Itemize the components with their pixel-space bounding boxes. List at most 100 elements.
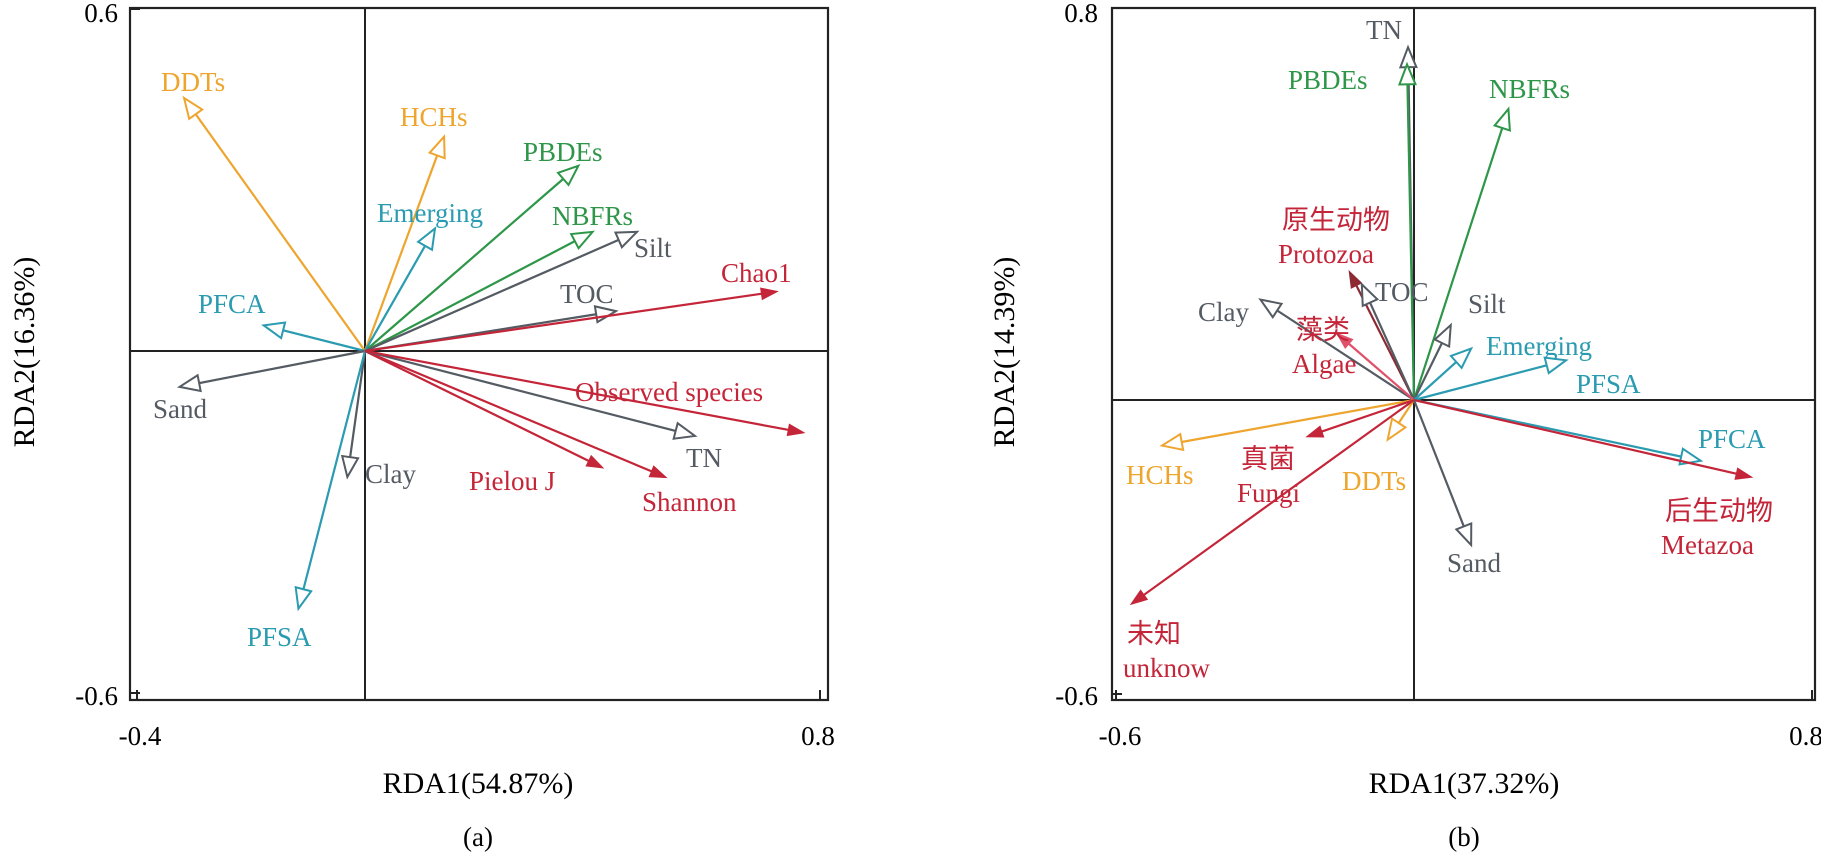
vector-line-pielou-j [364, 350, 590, 463]
vector-label: Metazoa [1661, 530, 1754, 560]
vector-label: TOC [560, 279, 614, 309]
vector-arrowhead [1449, 346, 1474, 370]
vector-label: Shannon [642, 487, 737, 517]
vector-line-silt [1413, 342, 1443, 401]
vector-line-pfsa [1413, 364, 1548, 402]
vector-arrowhead [569, 230, 595, 251]
panel-caption: (b) [1448, 822, 1479, 852]
vector-arrowhead [1129, 589, 1149, 606]
vector-label: TOC [1375, 277, 1429, 307]
vector-label: DDTs [1342, 466, 1406, 496]
vector-arrowhead [1159, 432, 1185, 452]
vector-arrowhead [672, 421, 698, 440]
vector-line-algae [1347, 342, 1415, 401]
panel-caption: (a) [463, 822, 493, 852]
vector-arrowhead [416, 226, 437, 252]
x-tick-label: 0.8 [1789, 721, 1821, 751]
vector-arrowhead [1492, 106, 1511, 132]
vector-arrowhead [1734, 467, 1754, 480]
vector-arrowhead [786, 423, 806, 437]
y-tick-label: -0.6 [75, 681, 118, 711]
x-tick-label: -0.4 [119, 721, 162, 751]
vector-line-clay [1276, 309, 1415, 401]
vector-label-zh: 后生动物 [1665, 496, 1773, 526]
vector-line-pbdes [364, 178, 564, 352]
vector-line-observed-species [364, 349, 789, 432]
vector-line-emerging [1413, 361, 1458, 401]
vector-label: Pielou J [469, 466, 555, 496]
vector-line-unknow [1142, 399, 1415, 597]
vector-line-pbdes [1406, 84, 1416, 401]
vector-label: DDTs [161, 67, 225, 97]
vector-line-pfca [282, 329, 366, 353]
vector-label: PFSA [247, 622, 312, 652]
vector-label: Algae [1292, 349, 1356, 379]
vector-arrowhead [1433, 322, 1452, 349]
vector-arrowhead [1305, 425, 1325, 438]
vector-label: Sand [1447, 548, 1502, 578]
vector-label: Fungi [1237, 478, 1300, 508]
vector-label: Emerging [1486, 331, 1592, 361]
vector-label-zh: 藻类 [1296, 315, 1350, 345]
vector-line-shannon [364, 349, 653, 473]
vector-line-sand [1412, 399, 1465, 527]
vector-line-chao1 [364, 292, 763, 353]
vector-arrowhead [1348, 269, 1363, 289]
vector-arrowhead [1258, 298, 1284, 319]
x-axis-label: RDA1(37.32%) [1369, 767, 1560, 800]
y-axis-label: RDA2(14.39%) [988, 257, 1021, 448]
vector-line-hchs [363, 155, 439, 352]
x-tick-label: 0.8 [801, 721, 835, 751]
vector-arrowhead [1454, 522, 1473, 548]
vector-label: PFSA [1576, 369, 1641, 399]
panel-b: 0.8 -0.6 -0.6 0.8 RDA1(37.32%) RDA2(14.3… [988, 0, 1821, 852]
vector-label-zh: 未知 [1127, 619, 1181, 649]
vector-arrowhead [1398, 61, 1417, 86]
vector-label: NBFRs [552, 201, 633, 231]
vector-label: Chao1 [721, 258, 792, 288]
vector-line-silt [364, 238, 620, 353]
panel-a: 0.6 -0.6 -0.4 0.8 RDA1(54.87%) RDA2(16.3… [8, 0, 835, 852]
vector-arrowhead [613, 230, 640, 249]
vector-line-fungi [1321, 398, 1415, 433]
vector-line-toc [1369, 302, 1416, 401]
vector-arrowhead [556, 163, 581, 187]
plot-frame [128, 6, 830, 702]
vector-arrowhead [585, 454, 605, 469]
vector-label: Clay [1198, 297, 1249, 327]
vector-arrowhead [760, 287, 779, 301]
vector-label: unknow [1123, 653, 1211, 683]
vector-label: PFCA [198, 289, 266, 319]
x-tick-label: -0.6 [1099, 721, 1142, 751]
vector-label: Protozoa [1278, 239, 1374, 269]
vector-arrowhead [340, 454, 360, 480]
vector-arrowhead [1386, 416, 1408, 442]
vector-label: Observed species [575, 377, 763, 407]
y-tick-label: 0.6 [84, 0, 118, 28]
vector-label: TN [1366, 15, 1402, 45]
vector-line-hchs [1181, 398, 1415, 444]
vector-line-metazoa [1413, 398, 1738, 475]
vector-line-emerging [364, 245, 427, 352]
vector-label: HCHs [1126, 460, 1194, 490]
vector-line-pfsa [302, 350, 367, 590]
vector-label: HCHs [400, 102, 468, 132]
vector-arrowhead [1543, 356, 1569, 375]
vector-label: PFCA [1698, 424, 1766, 454]
vector-line-nbfrs [1412, 127, 1504, 401]
vector-line-tn [364, 349, 676, 433]
y-axis-label: RDA2(16.36%) [8, 257, 41, 448]
plot-frame [1110, 6, 1817, 702]
vector-arrowhead [1335, 332, 1354, 350]
vector-arrowhead [1360, 281, 1380, 308]
vector-arrowhead [294, 585, 313, 612]
vector-label-zh: 原生动物 [1282, 205, 1390, 235]
vector-label-zh: 真菌 [1241, 444, 1295, 474]
vector-line-sand [198, 349, 366, 385]
vector-line-ddts [194, 113, 366, 352]
y-tick-label: -0.6 [1055, 681, 1098, 711]
vector-arrowhead [182, 95, 204, 121]
vector-line-ddts [1397, 399, 1415, 424]
y-tick-label: 0.8 [1064, 0, 1098, 28]
